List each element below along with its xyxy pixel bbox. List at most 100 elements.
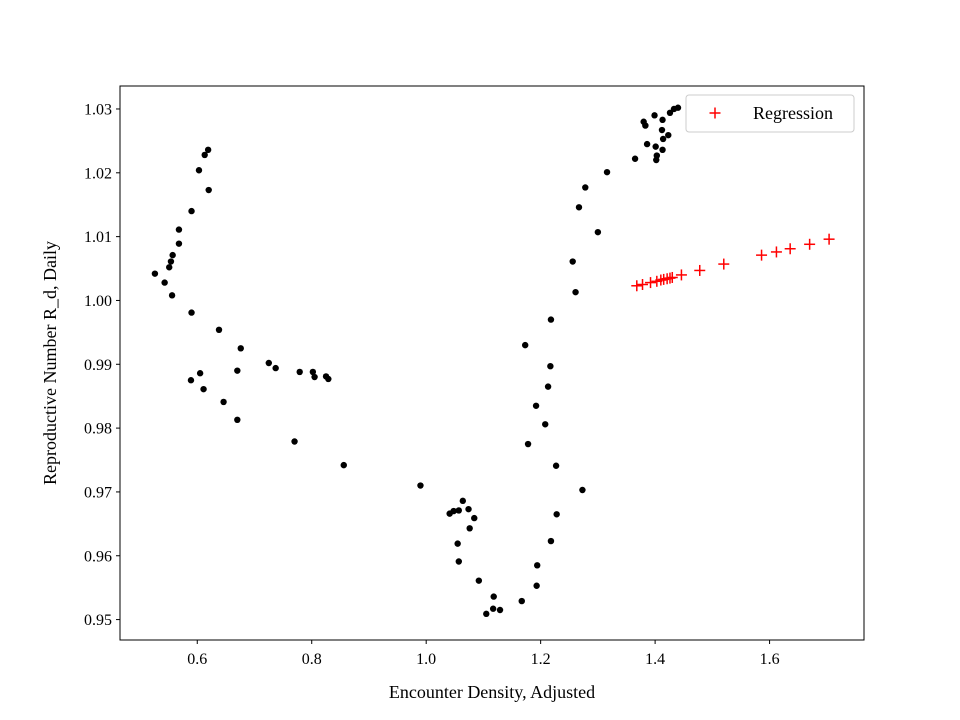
data-point — [188, 207, 195, 215]
y-tick-label: 1.02 — [84, 165, 112, 182]
data-point — [175, 240, 183, 247]
y-tick-label: 0.97 — [84, 484, 112, 501]
data-point — [234, 367, 241, 374]
y-tick-label: 0.98 — [84, 421, 112, 438]
data-point — [201, 151, 208, 159]
data-point — [594, 228, 602, 236]
regression-point — [718, 258, 730, 270]
regression-point — [756, 249, 768, 261]
data-point — [161, 279, 168, 286]
data-point — [534, 562, 541, 569]
data-point — [167, 258, 175, 265]
data-point — [572, 288, 579, 296]
data-point — [187, 377, 195, 384]
data-point — [204, 146, 212, 154]
data-point — [309, 368, 317, 376]
x-axis: 0.6 0.8 1.0 1.2 1.4 1.6 — [187, 640, 780, 668]
data-point — [205, 186, 212, 194]
data-point — [455, 507, 463, 514]
data-point — [454, 540, 461, 547]
plot-area — [151, 104, 835, 618]
data-point — [575, 204, 583, 211]
data-point — [659, 146, 666, 154]
x-tick-label: 0.6 — [187, 651, 207, 668]
data-point — [653, 152, 661, 159]
data-point — [631, 155, 639, 162]
plot-frame — [119, 85, 865, 641]
data-point — [532, 402, 540, 409]
data-point — [553, 511, 560, 518]
data-point — [547, 537, 555, 545]
legend-marker-regression — [709, 107, 721, 119]
regression-point — [675, 269, 687, 281]
legend-box — [685, 94, 855, 133]
data-point — [552, 462, 560, 469]
regression-point — [694, 264, 706, 276]
x-tick-label: 1.0 — [416, 651, 436, 668]
data-point — [311, 373, 318, 381]
data-point — [603, 168, 611, 176]
legend: Regression — [685, 94, 855, 133]
data-point — [483, 610, 490, 618]
data-point — [466, 525, 473, 532]
data-point — [489, 605, 497, 612]
data-point — [569, 258, 576, 265]
data-point — [237, 345, 244, 352]
data-point — [465, 505, 472, 513]
data-point — [547, 316, 555, 323]
data-point — [417, 482, 424, 489]
y-tick-label: 1.03 — [84, 101, 112, 118]
data-point — [166, 264, 173, 271]
data-point — [490, 593, 497, 600]
data-point — [340, 461, 347, 469]
data-point — [195, 167, 203, 174]
data-point — [168, 292, 176, 299]
data-point — [325, 375, 332, 383]
data-point — [582, 184, 589, 191]
data-point — [234, 416, 241, 424]
data-point — [188, 309, 195, 316]
data-point — [674, 104, 682, 111]
regression-point — [804, 238, 816, 250]
data-point — [665, 131, 672, 139]
data-point — [652, 143, 659, 150]
x-tick-label: 1.4 — [645, 651, 665, 668]
data-point — [475, 577, 483, 584]
data-point — [196, 370, 204, 377]
data-point — [524, 440, 532, 448]
data-point — [659, 116, 666, 124]
series-observed — [151, 104, 682, 618]
data-point — [658, 126, 666, 134]
data-point — [175, 226, 183, 233]
y-tick-label: 0.95 — [84, 612, 112, 629]
data-point — [272, 364, 279, 372]
y-tick-label: 0.99 — [84, 357, 112, 374]
y-tick-label: 1.00 — [84, 293, 112, 310]
x-tick-label: 1.2 — [531, 651, 551, 668]
data-point — [518, 597, 525, 605]
data-point — [296, 368, 303, 376]
series-regression — [631, 233, 835, 292]
data-point — [666, 109, 674, 117]
y-axis-label: Reproductive Number R_d, Daily — [40, 241, 60, 485]
data-point — [659, 135, 667, 143]
data-point — [496, 606, 504, 614]
data-point — [450, 507, 457, 515]
data-point — [651, 112, 658, 119]
data-point — [215, 326, 223, 334]
data-point — [459, 497, 467, 505]
data-point — [169, 251, 176, 259]
x-tick-label: 1.6 — [760, 651, 780, 668]
regression-point — [823, 233, 835, 245]
data-point — [542, 421, 549, 428]
data-point — [151, 270, 159, 277]
data-point — [533, 582, 540, 589]
data-point — [200, 385, 207, 393]
data-point — [455, 558, 463, 565]
x-tick-label: 0.8 — [302, 651, 322, 668]
data-point — [220, 398, 227, 406]
data-point — [579, 486, 586, 494]
data-point — [471, 514, 478, 522]
x-axis-label: Encounter Density, Adjusted — [389, 682, 595, 702]
